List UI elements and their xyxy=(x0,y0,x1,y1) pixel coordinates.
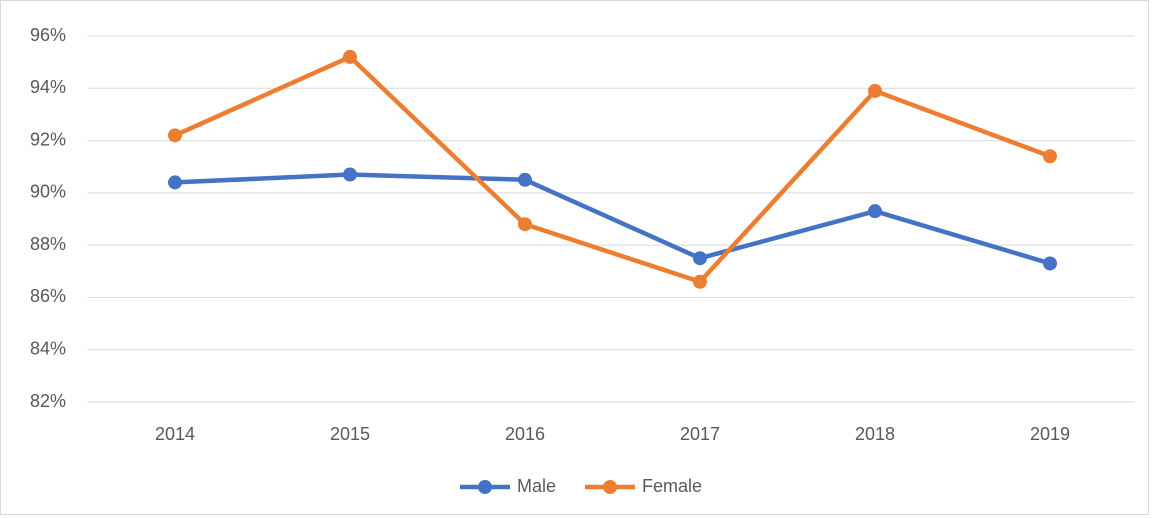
legend-label: Male xyxy=(517,476,556,496)
data-point xyxy=(693,251,707,266)
y-tick-label: 88% xyxy=(30,234,66,254)
legend-marker xyxy=(603,480,617,494)
data-point xyxy=(1043,256,1057,271)
data-point xyxy=(518,217,532,232)
data-point xyxy=(868,204,882,219)
y-tick-label: 96% xyxy=(30,25,66,45)
data-point xyxy=(343,167,357,182)
y-tick-label: 86% xyxy=(30,286,66,306)
y-tick-label: 92% xyxy=(30,129,66,149)
data-point xyxy=(168,128,182,143)
x-tick-label: 2015 xyxy=(330,424,370,444)
data-point xyxy=(168,175,182,190)
y-tick-label: 82% xyxy=(30,391,66,411)
series-line xyxy=(172,172,1053,266)
data-point xyxy=(518,172,532,187)
data-point xyxy=(693,274,707,289)
legend-marker xyxy=(478,480,492,494)
x-tick-label: 2018 xyxy=(855,424,895,444)
y-tick-label: 84% xyxy=(30,338,66,358)
x-tick-label: 2016 xyxy=(505,424,545,444)
data-point xyxy=(343,49,357,64)
x-tick-label: 2019 xyxy=(1030,424,1070,444)
y-tick-label: 90% xyxy=(30,182,66,202)
data-point xyxy=(1043,149,1057,164)
legend-label: Female xyxy=(642,476,702,496)
y-tick-label: 94% xyxy=(30,77,66,97)
x-tick-label: 2017 xyxy=(680,424,720,444)
data-point xyxy=(868,83,882,98)
x-tick-label: 2014 xyxy=(155,424,195,444)
series-line xyxy=(172,54,1053,284)
